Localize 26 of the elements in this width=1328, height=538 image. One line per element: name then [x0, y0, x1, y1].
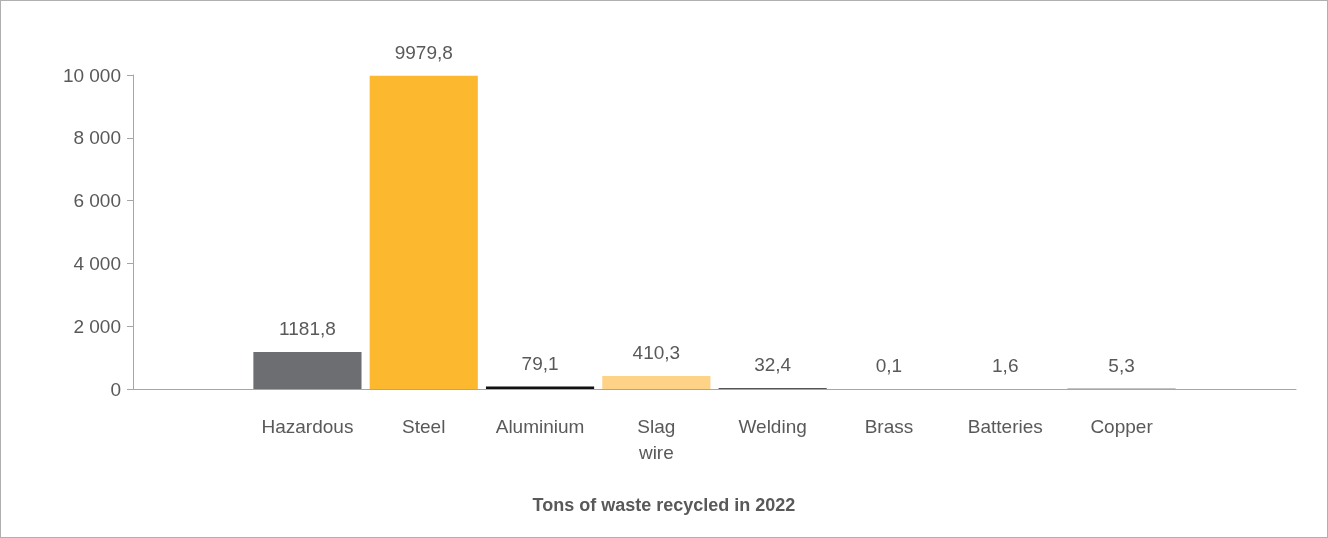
y-tick-label: 4 000	[73, 252, 121, 274]
x-tick-label: Steel	[402, 415, 446, 437]
x-tick-label: Aluminium	[495, 415, 585, 437]
data-label: 410,3	[632, 342, 681, 364]
x-tick-label: Batteries	[967, 415, 1043, 437]
data-label: 1,6	[992, 354, 1019, 376]
data-label: 9979,8	[394, 41, 453, 63]
x-tick-label: Welding	[738, 415, 807, 437]
data-label: 1181,8	[279, 317, 336, 339]
y-tick-label: 8 000	[73, 127, 121, 149]
y-tick-label: 6 000	[73, 190, 121, 212]
x-tick-label: Hazardous	[261, 415, 354, 437]
y-tick-label: 10 000	[62, 64, 121, 86]
y-tick-label: 2 000	[73, 315, 121, 337]
data-label: 79,1	[521, 352, 559, 374]
x-tick-label: Slag wire	[637, 415, 676, 463]
bar	[602, 376, 711, 389]
y-tick-label: 0	[110, 378, 121, 400]
text: Tons of waste recycled in 2022	[532, 495, 796, 515]
bar	[253, 351, 362, 389]
x-tick-label: Brass	[864, 415, 914, 437]
data-label: 5,3	[1108, 354, 1135, 376]
data-label: 0,1	[875, 355, 903, 376]
data-label: 32,4	[754, 353, 792, 375]
x-tick-label: Copper	[1090, 415, 1154, 437]
bar	[369, 75, 478, 389]
